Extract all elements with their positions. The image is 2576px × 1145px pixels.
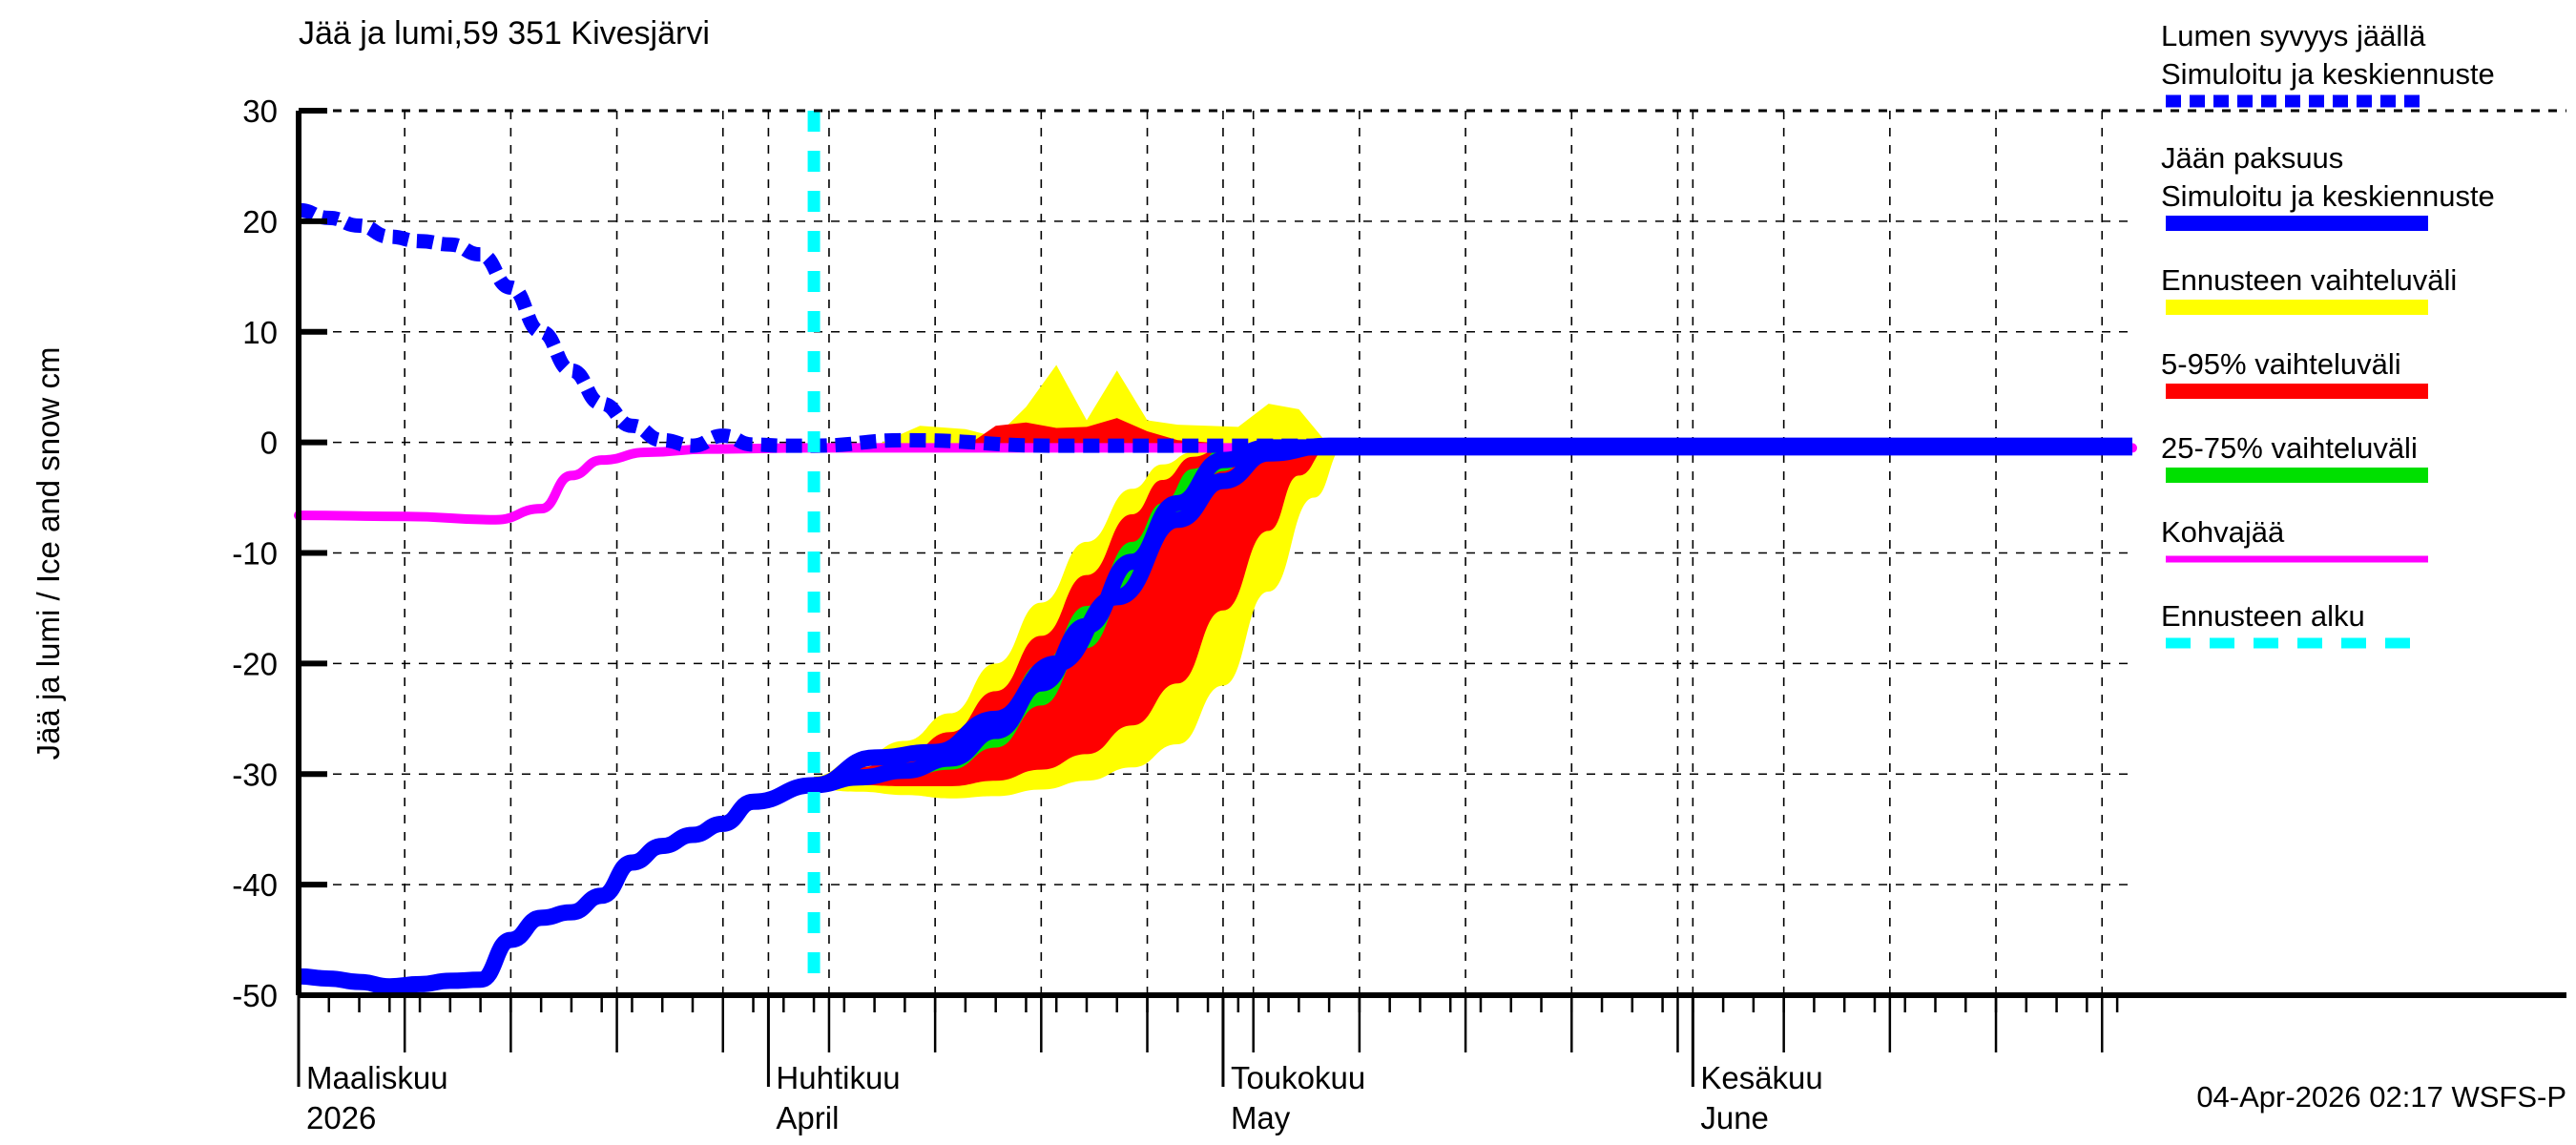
y-tick-label: -30 — [232, 757, 278, 792]
legend-item-forecast-range: Ennusteen vaihteluväli — [2161, 263, 2457, 315]
ice-5-95-band — [814, 447, 1330, 788]
legend-label: Simuloitu ja keskiennuste — [2161, 179, 2495, 213]
legend-item-range-5-95: 5-95% vaihteluväli — [2161, 347, 2428, 399]
x-month-label-en: April — [776, 1100, 839, 1135]
ice-thickness-line — [298, 437, 2132, 995]
x-month-label-fi: Huhtikuu — [776, 1060, 900, 1095]
legend-label: Lumen syvyys jäällä — [2161, 19, 2426, 52]
y-tick-label: 20 — [242, 204, 278, 239]
x-month-label-fi: Maaliskuu — [306, 1060, 448, 1095]
legend-item-forecast-start: Ennusteen alku — [2161, 599, 2428, 649]
data-layer — [294, 111, 2137, 995]
y-tick-label: -20 — [232, 646, 278, 681]
x-month-label-en: June — [1700, 1100, 1769, 1135]
x-month-label-en: 2026 — [306, 1100, 376, 1135]
y-tick-label: -10 — [232, 536, 278, 572]
x-month-label-fi: Kesäkuu — [1700, 1060, 1822, 1095]
y-tick-label: 0 — [260, 426, 278, 461]
snow-forecast-range-band — [814, 364, 1330, 449]
legend-item-snow-depth: Lumen syvyys jäällä Simuloitu ja keskienn… — [2161, 19, 2495, 108]
legend-item-ice-thickness: Jään paksuus Simuloitu ja keskiennuste — [2161, 141, 2495, 231]
legend-label: 25-75% vaihteluväli — [2161, 431, 2418, 465]
y-tick-label: -40 — [232, 867, 278, 903]
x-month-label-en: May — [1231, 1100, 1291, 1135]
chart-legend: Lumen syvyys jäällä Simuloitu ja keskienn… — [2161, 19, 2495, 649]
y-tick-label: 30 — [242, 94, 278, 129]
footer-timestamp: 04-Apr-2026 02:17 WSFS-P — [2196, 1080, 2566, 1114]
page-title: Jää ja lumi,59 351 Kivesjärvi — [299, 15, 710, 52]
y-tick-label: -50 — [232, 978, 278, 1013]
y-axis-label: Jää ja lumi / Ice and snow cm — [31, 347, 66, 760]
snow-depth-line — [298, 202, 2132, 453]
axis-tick-labels: 30 20 10 0 -10 -20 -30 -40 -50 Maaliskuu 2026 Huhti… — [232, 94, 1822, 1135]
legend-label: Jään paksuus — [2161, 141, 2343, 175]
legend-label: Kohvajää — [2161, 515, 2285, 549]
x-month-label-fi: Toukokuu — [1231, 1060, 1365, 1095]
legend-label: 5-95% vaihteluväli — [2161, 347, 2401, 381]
legend-label: Ennusteen vaihteluväli — [2161, 263, 2457, 297]
axis-layer — [296, 108, 2566, 1087]
legend-item-slush-ice: Kohvajää — [2161, 515, 2428, 563]
legend-item-range-25-75: 25-75% vaihteluväli — [2161, 431, 2428, 483]
y-tick-label: 10 — [242, 315, 278, 350]
legend-label: Ennusteen alku — [2161, 599, 2365, 633]
legend-label: Simuloitu ja keskiennuste — [2161, 57, 2495, 91]
